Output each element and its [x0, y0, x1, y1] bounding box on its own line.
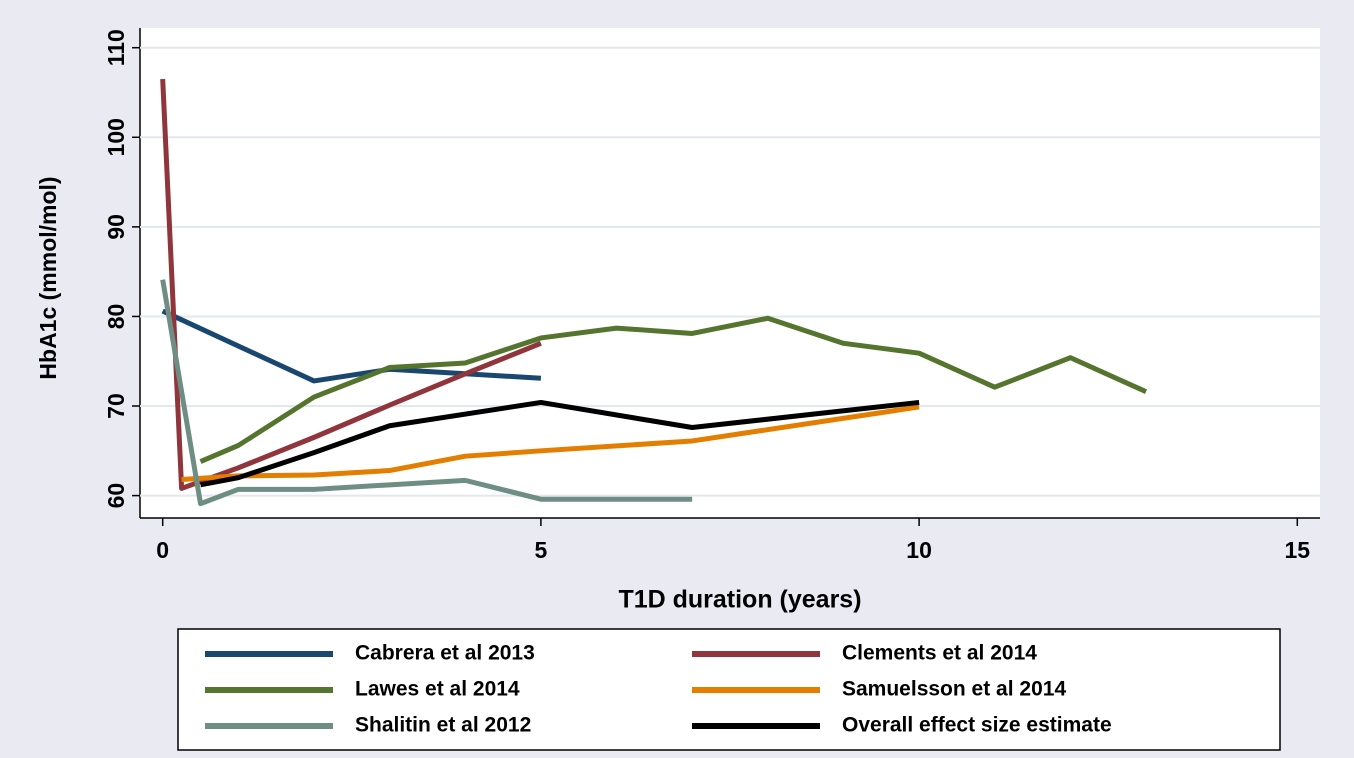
series-line [160, 78, 542, 491]
y-tick-label: 110 [103, 29, 129, 66]
legend-label: Shalitin et al 2012 [355, 714, 531, 737]
x-tick-label: 5 [534, 537, 547, 563]
y-tick-label: 60 [103, 483, 129, 509]
x-tick-label: 0 [156, 537, 169, 563]
y-tick-label: 90 [103, 214, 129, 240]
legend-label: Overall effect size estimate [842, 714, 1112, 737]
legend-label: Cabrera et al 2013 [355, 642, 535, 665]
legend-label: Lawes et al 2014 [355, 678, 520, 701]
plot-area [140, 28, 1320, 518]
y-tick-label: 70 [103, 393, 129, 419]
series-line [199, 315, 1148, 464]
x-tick-label: 15 [1285, 537, 1311, 563]
legend-label: Clements et al 2014 [842, 642, 1037, 665]
legend-label: Samuelsson et al 2014 [842, 678, 1066, 701]
x-axis-title: T1D duration (years) [618, 586, 861, 614]
y-axis-title: HbA1c (mmol/mol) [35, 176, 61, 379]
y-tick-label: 80 [103, 304, 129, 330]
y-tick-label: 100 [103, 118, 129, 156]
x-tick-label: 10 [906, 537, 932, 563]
series-line [160, 279, 693, 507]
series-line [200, 399, 920, 488]
